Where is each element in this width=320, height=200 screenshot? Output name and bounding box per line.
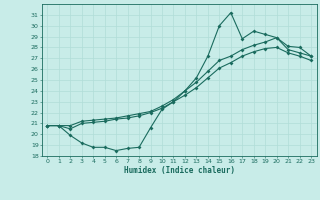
X-axis label: Humidex (Indice chaleur): Humidex (Indice chaleur) — [124, 166, 235, 175]
